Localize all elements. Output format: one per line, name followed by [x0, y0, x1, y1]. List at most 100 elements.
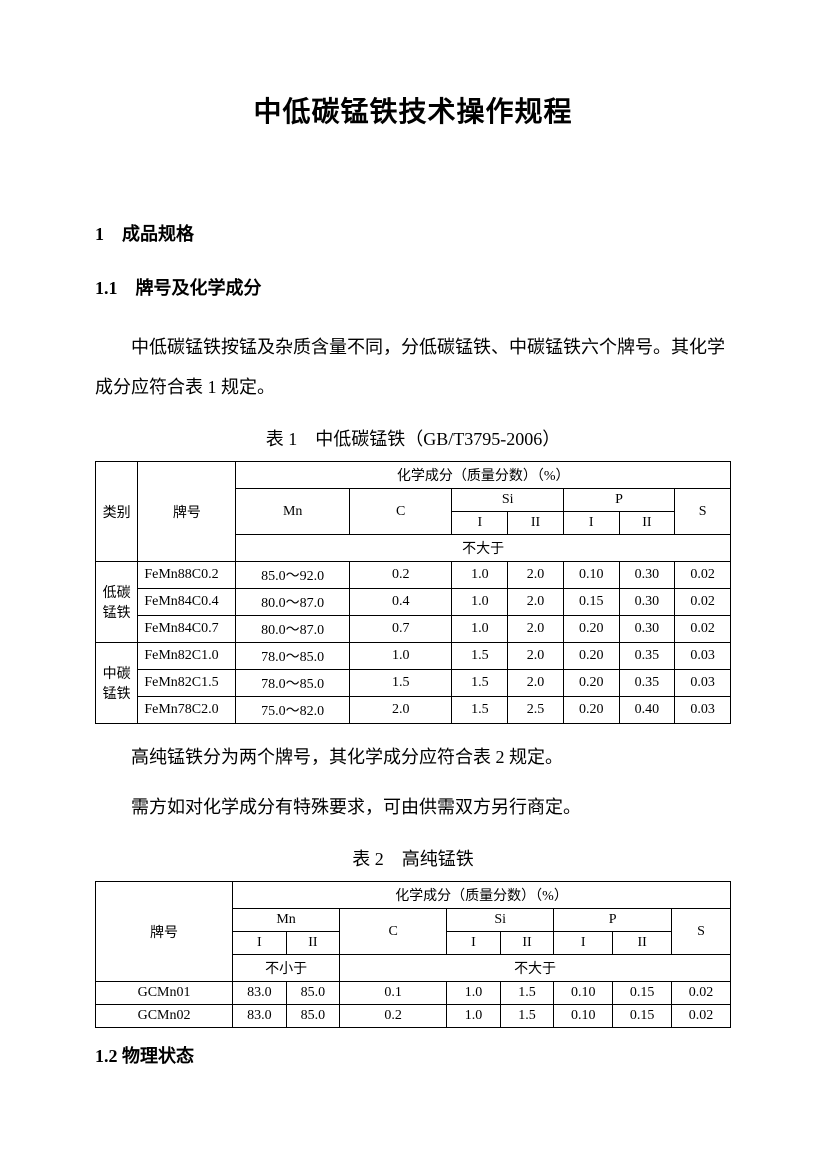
t1-r5-s: 0.03: [675, 697, 731, 724]
t1-r2-si1: 1.0: [452, 616, 508, 643]
t1-r4-mn: 78.0～85.0: [236, 670, 350, 697]
t1-r3-mn: 78.0～85.0: [236, 643, 350, 670]
table1-caption: 表 1 中低碳锰铁（GB/T3795-2006）: [95, 425, 731, 451]
t2-h-nlt: 不小于: [233, 955, 340, 982]
t1-h-si: Si: [452, 489, 563, 512]
t1-r4-si2: 2.0: [508, 670, 564, 697]
t1-h-si-i: I: [452, 512, 508, 535]
t2-r0-mn1: 83.0: [233, 982, 287, 1005]
t1-r3-c: 1.0: [349, 643, 451, 670]
t1-h-grade: 牌号: [138, 462, 236, 562]
t1-r4-p2: 0.35: [619, 670, 675, 697]
t1-r0-p1: 0.10: [563, 562, 619, 589]
t2-h-nle: 不大于: [340, 955, 731, 982]
t1-r4-si1: 1.5: [452, 670, 508, 697]
t1-r3-grade: FeMn82C1.0: [138, 643, 236, 670]
doc-title: 中低碳锰铁技术操作规程: [95, 90, 731, 130]
section-1-1: 1.1 牌号及化学成分: [95, 274, 731, 300]
t1-r3-s: 0.03: [675, 643, 731, 670]
t1-h-mn: Mn: [236, 489, 350, 535]
section-1-2: 1.2 物理状态: [95, 1042, 731, 1068]
t2-r0-grade: GCMn01: [96, 982, 233, 1005]
t2-r1-si1: 1.0: [447, 1005, 501, 1028]
t2-h-si-i: I: [447, 932, 501, 955]
t1-r3-p2: 0.35: [619, 643, 675, 670]
t2-h-c: C: [340, 909, 447, 955]
t1-r4-grade: FeMn82C1.5: [138, 670, 236, 697]
t1-r2-p2: 0.30: [619, 616, 675, 643]
t1-r3-si1: 1.5: [452, 643, 508, 670]
t2-h-mn-i: I: [233, 932, 287, 955]
t2-r0-si2: 1.5: [500, 982, 554, 1005]
t2-r1-mn2: 85.0: [286, 1005, 340, 1028]
t1-r2-s: 0.02: [675, 616, 731, 643]
t2-h-p: P: [554, 909, 672, 932]
t1-r1-grade: FeMn84C0.4: [138, 589, 236, 616]
t1-r0-s: 0.02: [675, 562, 731, 589]
t2-h-chem: 化学成分（质量分数）（%）: [233, 882, 731, 909]
t1-r4-p1: 0.20: [563, 670, 619, 697]
t1-cat-mid: 中碳锰铁: [96, 643, 138, 724]
t1-cat-low: 低碳锰铁: [96, 562, 138, 643]
t1-r2-c: 0.7: [349, 616, 451, 643]
t1-h-nle: 不大于: [236, 535, 731, 562]
t2-h-si-ii: II: [500, 932, 554, 955]
t1-r5-si2: 2.5: [508, 697, 564, 724]
paragraph-3: 需方如对化学成分有特殊要求，可由供需双方另行商定。: [95, 788, 731, 828]
t2-h-grade: 牌号: [96, 882, 233, 982]
t1-r2-p1: 0.20: [563, 616, 619, 643]
t1-r1-c: 0.4: [349, 589, 451, 616]
t1-r5-grade: FeMn78C2.0: [138, 697, 236, 724]
t1-r5-p1: 0.20: [563, 697, 619, 724]
t1-r1-mn: 80.0～87.0: [236, 589, 350, 616]
t2-h-si: Si: [447, 909, 554, 932]
t2-r1-si2: 1.5: [500, 1005, 554, 1028]
t1-r5-c: 2.0: [349, 697, 451, 724]
t2-r0-mn2: 85.0: [286, 982, 340, 1005]
t1-h-si-ii: II: [508, 512, 564, 535]
t1-r0-si2: 2.0: [508, 562, 564, 589]
t1-r5-p2: 0.40: [619, 697, 675, 724]
t2-h-s: S: [672, 909, 731, 955]
t1-h-p: P: [563, 489, 674, 512]
table2-caption: 表 2 高纯锰铁: [95, 845, 731, 871]
t1-r5-mn: 75.0～82.0: [236, 697, 350, 724]
t1-r1-s: 0.02: [675, 589, 731, 616]
t1-h-s: S: [675, 489, 731, 535]
t1-h-p-i: I: [563, 512, 619, 535]
paragraph-2: 高纯锰铁分为两个牌号，其化学成分应符合表 2 规定。: [95, 738, 731, 778]
paragraph-1: 中低碳锰铁按锰及杂质含量不同，分低碳锰铁、中碳锰铁六个牌号。其化学成分应符合表 …: [95, 328, 731, 407]
t1-h-c: C: [349, 489, 451, 535]
t1-h-chem: 化学成分（质量分数）（%）: [236, 462, 731, 489]
t2-h-p-ii: II: [613, 932, 672, 955]
t2-r1-p2: 0.15: [613, 1005, 672, 1028]
t2-r0-c: 0.1: [340, 982, 447, 1005]
t1-r0-p2: 0.30: [619, 562, 675, 589]
t1-r2-grade: FeMn84C0.7: [138, 616, 236, 643]
t1-h-cat: 类别: [96, 462, 138, 562]
t2-h-p-i: I: [554, 932, 613, 955]
t1-r2-si2: 2.0: [508, 616, 564, 643]
t1-r1-p2: 0.30: [619, 589, 675, 616]
t1-r0-c: 0.2: [349, 562, 451, 589]
table-2: 牌号 化学成分（质量分数）（%） Mn C Si P S I II I II I…: [95, 881, 731, 1028]
t2-h-mn-ii: II: [286, 932, 340, 955]
t2-r1-mn1: 83.0: [233, 1005, 287, 1028]
t2-r0-p1: 0.10: [554, 982, 613, 1005]
t1-r1-si2: 2.0: [508, 589, 564, 616]
t2-r1-s: 0.02: [672, 1005, 731, 1028]
t1-r1-p1: 0.15: [563, 589, 619, 616]
table-1: 类别 牌号 化学成分（质量分数）（%） Mn C Si P S I II I I…: [95, 461, 731, 724]
t2-r0-si1: 1.0: [447, 982, 501, 1005]
t2-h-mn: Mn: [233, 909, 340, 932]
t1-r0-si1: 1.0: [452, 562, 508, 589]
t2-r1-c: 0.2: [340, 1005, 447, 1028]
t1-r2-mn: 80.0～87.0: [236, 616, 350, 643]
t1-r0-mn: 85.0～92.0: [236, 562, 350, 589]
t1-r3-si2: 2.0: [508, 643, 564, 670]
section-1: 1 成品规格: [95, 220, 731, 246]
t1-r4-s: 0.03: [675, 670, 731, 697]
t2-r0-s: 0.02: [672, 982, 731, 1005]
t1-r0-grade: FeMn88C0.2: [138, 562, 236, 589]
t1-r4-c: 1.5: [349, 670, 451, 697]
